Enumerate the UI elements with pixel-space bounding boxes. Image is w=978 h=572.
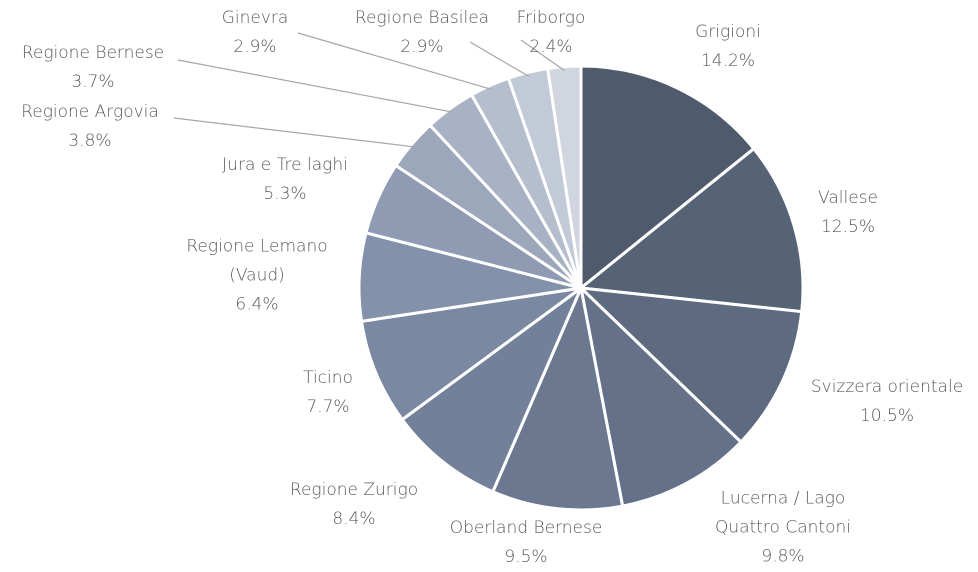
value-label: 10.5% [859, 406, 914, 426]
slice-label: Regione Basilea 2.9% [355, 4, 489, 62]
category-label: Vallese [818, 188, 878, 208]
value-label: 8.4% [332, 509, 376, 529]
slice-label: Regione Lemano (Vaud) 6.4% [182, 233, 332, 320]
slice-label: Ticino 7.7% [303, 364, 353, 422]
pie-slice [576, 286, 804, 445]
slice-label: Grigioni 14.2% [695, 18, 761, 76]
leader-line [520, 39, 565, 72]
category-label: Friborgo [516, 8, 586, 28]
leader-line [173, 117, 415, 148]
pie-slice [578, 283, 744, 508]
value-label: 12.5% [820, 217, 876, 237]
value-label: 5.3% [263, 184, 307, 204]
slice-label: Regione Bernese 3.7% [22, 39, 164, 97]
leader-line [297, 32, 492, 90]
slice-label: Jura e Tre laghi 5.3% [222, 151, 348, 209]
category-label: Jura e Tre laghi [222, 155, 348, 175]
pie-slice [490, 282, 625, 512]
pie-slice [579, 64, 756, 292]
category-label: Ginevra [221, 8, 289, 28]
slice-label: Friborgo 2.4% [517, 4, 586, 62]
value-label: 14.2% [700, 51, 755, 71]
category-label: Lucerna / Lago Quattro Cantoni [715, 488, 851, 538]
value-label: 9.8% [761, 546, 805, 567]
pie-slice [400, 283, 585, 494]
leader-line [469, 41, 530, 77]
value-label: 6.4% [235, 294, 279, 315]
slice-label: Regione Zurigo 8.4% [290, 476, 418, 534]
slice-label: Oberland Bernese 9.5% [450, 514, 603, 572]
category-label: Regione Argovia [21, 102, 159, 122]
pie-slice [359, 286, 582, 422]
value-label: 3.8% [68, 131, 112, 151]
value-label: 2.9% [400, 37, 444, 57]
value-label: 9.5% [504, 547, 548, 567]
category-label: Oberland Bernese [449, 518, 603, 538]
category-label: Ticino [303, 368, 353, 388]
value-label: 7.7% [306, 397, 350, 417]
category-label: Svizzera orientale [810, 377, 964, 397]
slice-label: Lucerna / Lago Quattro Cantoni 9.8% [703, 485, 863, 572]
pie-slice [577, 146, 805, 314]
pie-slice [545, 64, 583, 289]
category-label: Grigioni [695, 22, 761, 42]
category-label: Regione Bernese [21, 43, 165, 63]
value-label: 2.9% [233, 37, 277, 57]
category-label: Regione Lemano (Vaud) [186, 236, 328, 286]
leader-line [177, 59, 453, 113]
value-label: 2.4% [529, 37, 573, 57]
slice-label: Svizzera orientale 10.5% [811, 373, 963, 431]
slice-label: Ginevra 2.9% [222, 4, 289, 62]
slice-label: Vallese 12.5% [818, 184, 878, 242]
value-label: 3.7% [71, 72, 115, 92]
category-label: Regione Basilea [354, 8, 490, 28]
category-label: Regione Zurigo [289, 480, 419, 500]
slice-label: Regione Argovia 3.8% [21, 98, 159, 156]
